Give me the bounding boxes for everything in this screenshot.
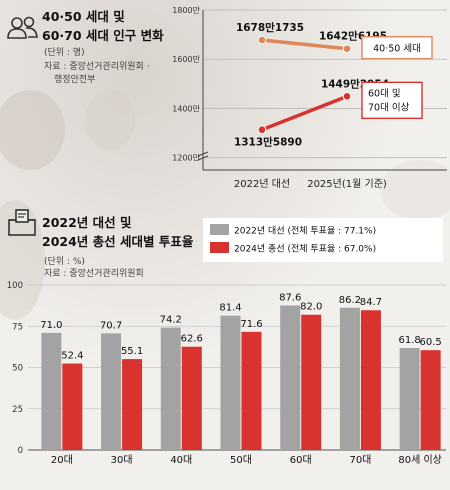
y-tick-label: 50 (12, 364, 23, 374)
bar (420, 350, 441, 450)
data-label: 1313만5890 (234, 136, 302, 149)
bar (62, 363, 83, 450)
bar-value-label: 71.0 (40, 320, 62, 331)
legend-label: 2024년 총선 (전체 투표율 : 67.0%) (234, 244, 376, 255)
bar (280, 305, 301, 450)
data-point (342, 92, 352, 101)
population-line-chart: 1200만 1400만 1600만 1800만 2022년 대선 2025년(1월 기준)… (172, 6, 447, 190)
bar-value-label: 55.1 (121, 346, 143, 357)
top-source-line1: 자료 : 중앙선거관리위원회 · (44, 62, 150, 72)
bar-value-label: 52.4 (61, 351, 83, 362)
data-label: 1678만1735 (236, 21, 304, 34)
y-tick-label: 1400만 (172, 104, 200, 113)
bar (339, 307, 360, 450)
series-line (261, 94, 348, 132)
series-tag-label: 40·50 세대 (373, 44, 421, 55)
bottom-unit: (단위 : %) (44, 257, 85, 267)
bar (101, 333, 122, 450)
bottom-title-line2: 2024년 총선 세대별 투표율 (42, 234, 194, 249)
people-icon (7, 16, 38, 39)
bar (122, 359, 143, 450)
y-tick-label: 25 (12, 405, 23, 415)
bar-value-label: 60.5 (420, 337, 442, 348)
series-tag-box (361, 36, 433, 60)
series-tag-label: 70대 이상 (368, 102, 410, 113)
x-tick-label: 50대 (230, 454, 252, 466)
legend-swatch (210, 224, 229, 235)
x-tick-label: 30대 (111, 454, 133, 466)
data-point (257, 35, 267, 45)
bar-value-label: 71.6 (240, 319, 262, 330)
bottom-source: 자료 : 중앙선거관리위원회 (44, 269, 144, 279)
bar-value-label: 84.7 (360, 297, 382, 308)
bar-value-label: 82.0 (300, 302, 322, 313)
x-tick-label: 20대 (51, 454, 73, 466)
x-tick-label: 70대 (349, 454, 371, 466)
bottom-title-line1: 2022년 대선 및 (42, 215, 132, 230)
legend-label: 2022년 대선 (전체 투표율 : 77.1%) (234, 226, 376, 237)
y-tick-label: 1800만 (172, 6, 200, 15)
bar-value-label: 62.6 (181, 334, 203, 345)
bar (360, 310, 381, 450)
series-line (261, 38, 348, 51)
bar-value-label: 86.2 (339, 295, 361, 306)
y-tick-label: 100 (7, 281, 23, 291)
top-title-line1: 40·50 세대 및 (42, 9, 125, 24)
bar-value-label: 74.2 (160, 315, 182, 326)
x-tick-label: 2022년 대선 (234, 178, 290, 190)
bar (181, 346, 202, 450)
y-tick-label: 1600만 (172, 55, 200, 64)
bar (41, 332, 62, 450)
data-point (257, 125, 267, 135)
y-tick-label: 75 (12, 322, 23, 332)
bar (220, 315, 241, 450)
series-tag-box (361, 81, 423, 120)
top-title-line2: 60·70 세대 인구 변화 (42, 28, 164, 43)
bar-value-label: 87.6 (279, 292, 301, 303)
top-unit: (단위 : 명) (44, 48, 85, 58)
legend-swatch (210, 242, 229, 253)
y-tick-label: 0 (18, 446, 23, 456)
top-source-line2: 행정안전부 (54, 75, 96, 85)
bar (241, 331, 262, 450)
series-tag-label: 60대 및 (368, 87, 401, 99)
bar (399, 348, 420, 450)
legend: 2022년 대선 (전체 투표율 : 77.1%) 2024년 총선 (전체 투표… (203, 218, 443, 262)
bar-value-label: 81.4 (219, 303, 241, 314)
y-tick-label: 1200만 (172, 154, 200, 163)
axis-break-mark (197, 151, 209, 161)
bar (160, 327, 181, 450)
legend-box (203, 218, 443, 262)
data-point (342, 44, 352, 54)
bar-value-label: 70.7 (100, 320, 122, 331)
x-tick-label: 60대 (290, 454, 312, 466)
bar (301, 314, 322, 450)
x-tick-label: 2025년(1월 기준) (307, 178, 387, 190)
x-tick-label: 80세 이상 (398, 454, 442, 466)
ballot-box-icon (8, 209, 36, 236)
x-tick-label: 40대 (170, 454, 192, 466)
bar-value-label: 61.8 (399, 335, 421, 346)
